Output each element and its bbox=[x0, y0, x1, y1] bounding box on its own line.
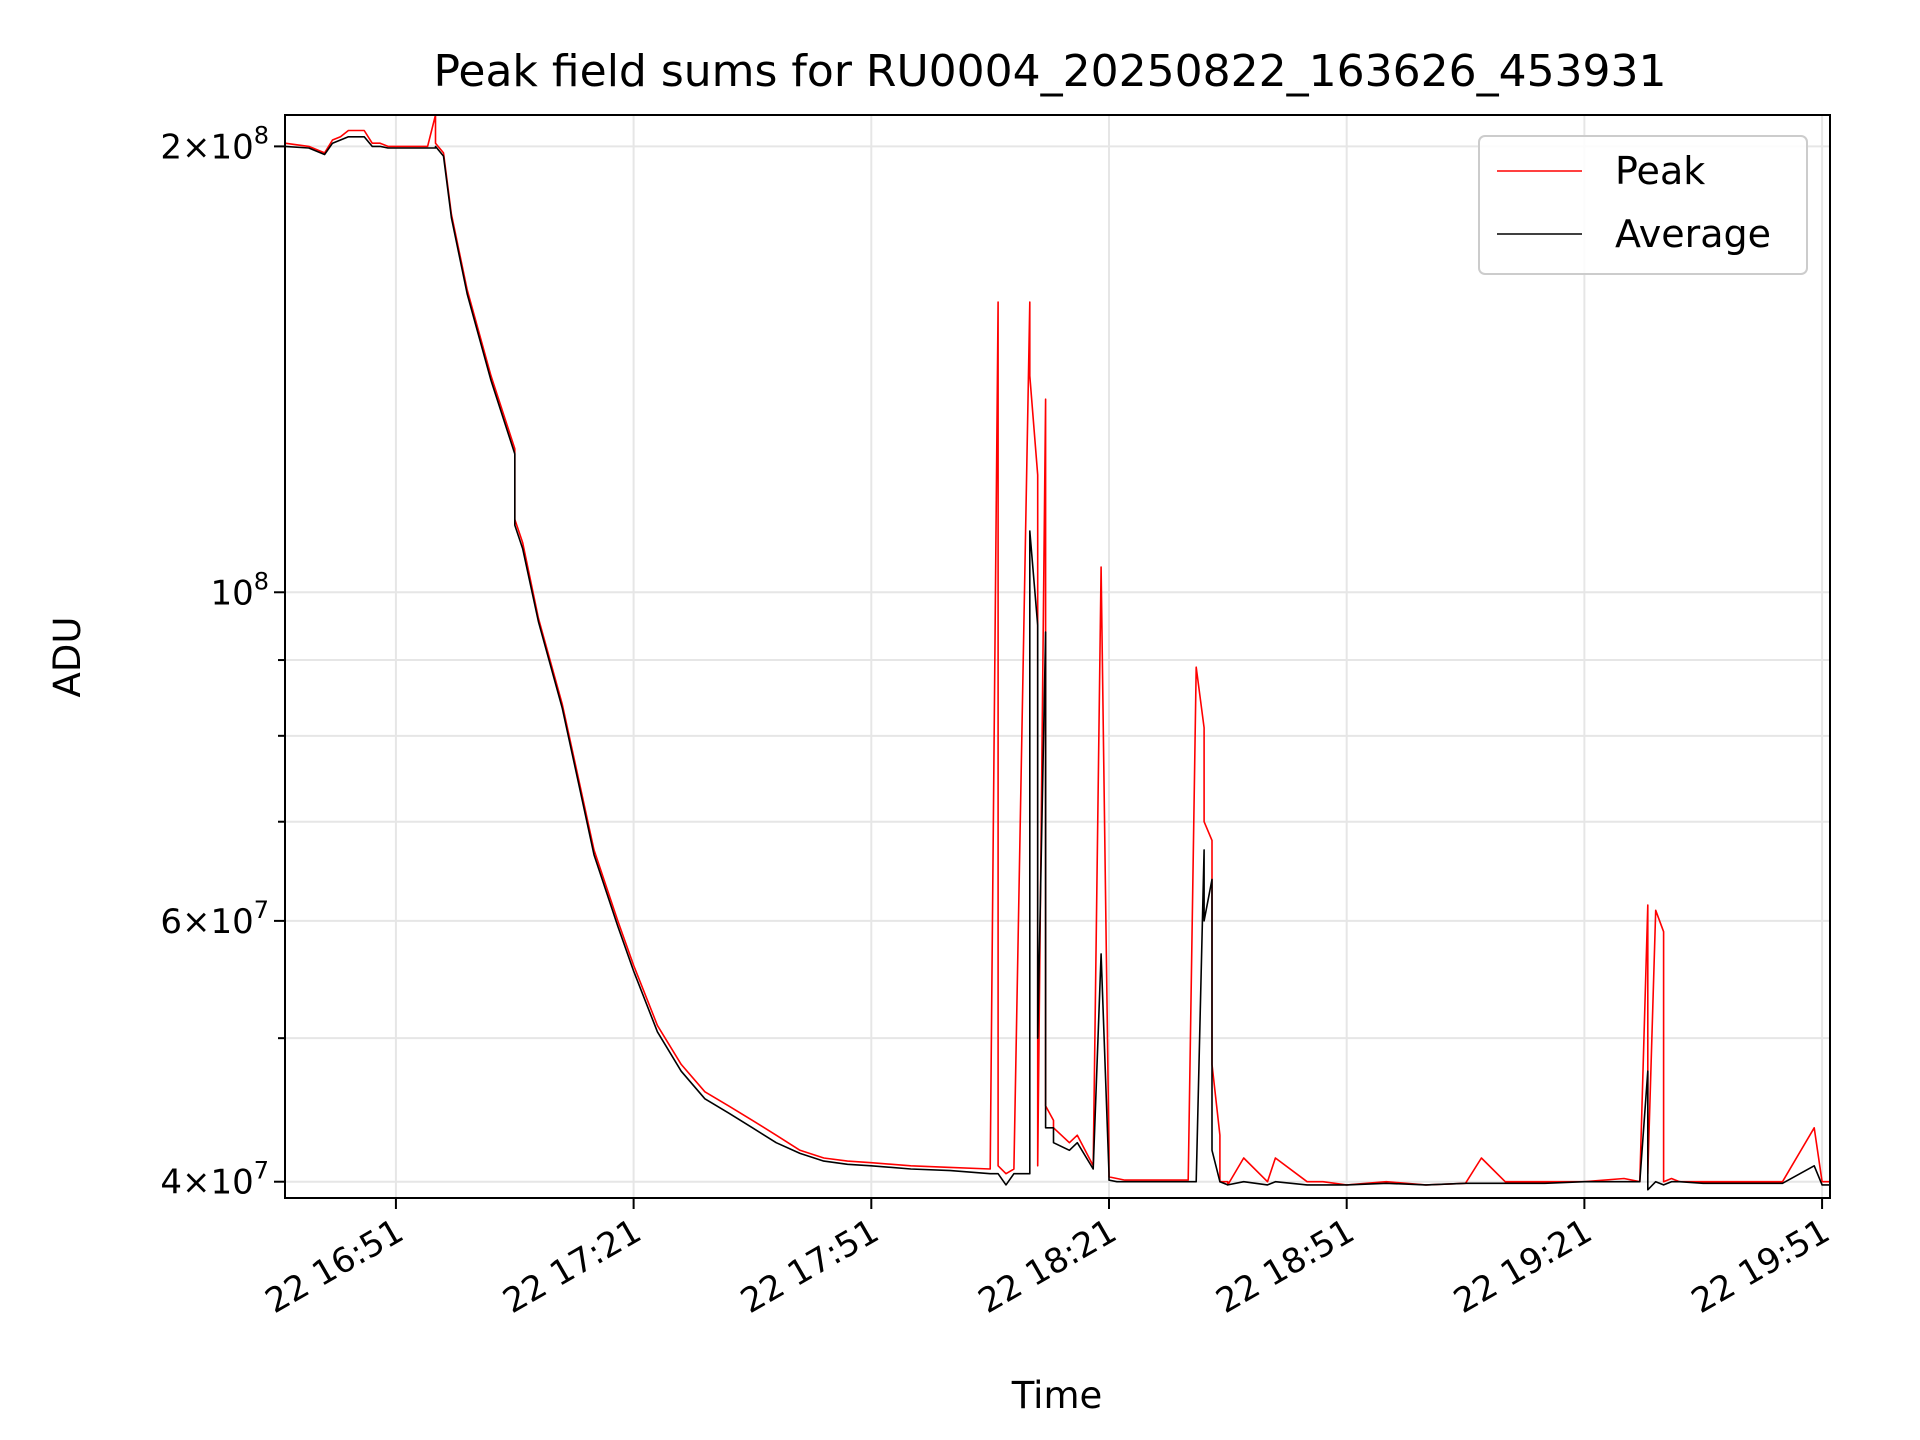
y-tick-label: 6×107 bbox=[160, 896, 269, 942]
y-axis: 4×107 6×107 108 2×108 bbox=[160, 121, 285, 1203]
y-axis-label: ADU bbox=[46, 617, 89, 698]
y-tick-label: 2×108 bbox=[160, 121, 269, 167]
y-tick-label: 4×107 bbox=[160, 1157, 269, 1203]
y-tick-label: 108 bbox=[210, 567, 269, 613]
series-layer bbox=[284, 114, 1830, 1191]
plot-frame bbox=[284, 114, 1831, 1199]
legend-peak-label: Peak bbox=[1615, 149, 1705, 193]
grid bbox=[285, 115, 1830, 1198]
chart-title: Peak field sums for RU0004_20250822_1636… bbox=[433, 46, 1666, 97]
series-line-average bbox=[284, 136, 1830, 1191]
legend-average-label: Average bbox=[1615, 212, 1771, 256]
x-axis-label: Time bbox=[1011, 1374, 1103, 1417]
legend: Peak Average bbox=[1478, 135, 1808, 275]
